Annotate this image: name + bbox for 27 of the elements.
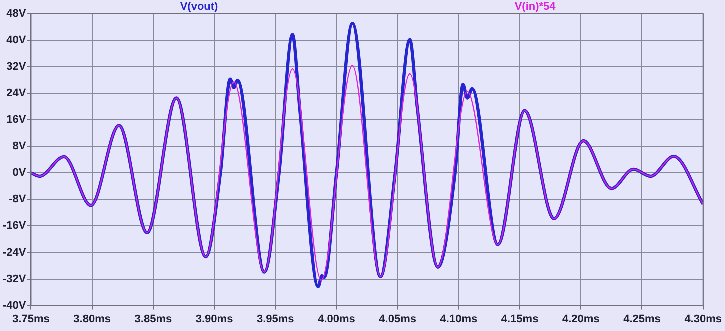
- x-tick-label: 4.10ms: [440, 313, 478, 326]
- x-tick-label: 4.05ms: [379, 313, 416, 326]
- line-series: [31, 65, 704, 282]
- y-tick-label: 0V: [12, 167, 27, 180]
- y-tick-label: 40V: [6, 34, 27, 47]
- y-tick-label: -40V: [2, 300, 27, 312]
- y-tick-label: 32V: [6, 61, 27, 74]
- y-tick-label: -32V: [2, 273, 27, 286]
- x-tick-label: 4.25ms: [624, 313, 661, 326]
- x-tick-label: 3.95ms: [256, 313, 294, 326]
- x-tick-label: 4.15ms: [501, 313, 539, 326]
- y-tick-label: -8V: [9, 194, 27, 206]
- y-tick-label: 8V: [12, 140, 27, 153]
- text: V(vout): [180, 1, 219, 14]
- x-tick-label: 3.90ms: [196, 313, 234, 326]
- x-tick-label: 4.20ms: [562, 313, 600, 326]
- x-tick-label: 3.85ms: [134, 313, 172, 326]
- x-tick-label: 3.80ms: [74, 313, 111, 326]
- y-tick-label: -16V: [2, 220, 27, 232]
- y-tick-label: 24V: [6, 88, 27, 100]
- y-tick-label: 16V: [6, 114, 27, 126]
- text: V(in)*54: [514, 1, 557, 14]
- x-tick-label: 4.30ms: [684, 313, 722, 326]
- y-tick-label: 48V: [6, 8, 27, 20]
- x-tick-label: 4.00ms: [318, 313, 356, 326]
- x-tick-label: 3.75ms: [12, 313, 50, 326]
- y-tick-label: -24V: [2, 246, 27, 259]
